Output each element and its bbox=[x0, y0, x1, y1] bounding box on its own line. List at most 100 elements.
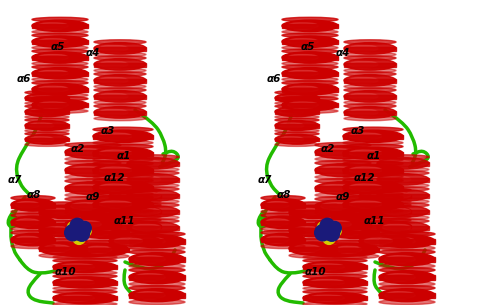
Ellipse shape bbox=[320, 167, 352, 174]
Text: α9: α9 bbox=[86, 192, 100, 202]
Ellipse shape bbox=[344, 91, 396, 102]
Ellipse shape bbox=[294, 226, 320, 234]
Ellipse shape bbox=[129, 231, 185, 236]
Ellipse shape bbox=[129, 246, 185, 251]
FancyBboxPatch shape bbox=[93, 135, 153, 139]
Ellipse shape bbox=[127, 187, 179, 191]
Ellipse shape bbox=[94, 107, 146, 118]
Ellipse shape bbox=[377, 219, 429, 223]
FancyBboxPatch shape bbox=[359, 210, 411, 213]
Ellipse shape bbox=[379, 285, 435, 291]
Circle shape bbox=[318, 222, 328, 233]
Text: α6: α6 bbox=[267, 74, 281, 84]
Ellipse shape bbox=[109, 206, 161, 217]
Ellipse shape bbox=[315, 178, 371, 184]
Ellipse shape bbox=[294, 208, 320, 216]
Ellipse shape bbox=[81, 206, 129, 210]
Ellipse shape bbox=[30, 95, 54, 101]
FancyBboxPatch shape bbox=[359, 239, 411, 243]
Ellipse shape bbox=[344, 56, 396, 60]
Ellipse shape bbox=[65, 174, 121, 180]
Ellipse shape bbox=[39, 202, 87, 207]
Ellipse shape bbox=[30, 109, 54, 115]
Text: α10: α10 bbox=[54, 267, 76, 277]
Ellipse shape bbox=[343, 161, 403, 166]
Ellipse shape bbox=[65, 164, 121, 177]
Ellipse shape bbox=[109, 191, 161, 201]
Ellipse shape bbox=[11, 233, 55, 246]
FancyBboxPatch shape bbox=[275, 97, 319, 100]
Ellipse shape bbox=[25, 104, 69, 108]
Ellipse shape bbox=[343, 178, 403, 183]
Ellipse shape bbox=[32, 109, 88, 113]
Ellipse shape bbox=[44, 226, 70, 234]
Ellipse shape bbox=[359, 206, 411, 217]
Ellipse shape bbox=[344, 116, 396, 121]
FancyBboxPatch shape bbox=[377, 226, 429, 230]
Ellipse shape bbox=[39, 205, 87, 218]
Ellipse shape bbox=[320, 221, 352, 228]
Ellipse shape bbox=[275, 120, 319, 131]
Ellipse shape bbox=[282, 36, 338, 47]
FancyBboxPatch shape bbox=[315, 186, 371, 191]
Ellipse shape bbox=[349, 150, 382, 157]
Ellipse shape bbox=[127, 174, 179, 185]
FancyBboxPatch shape bbox=[32, 103, 88, 107]
Ellipse shape bbox=[25, 115, 69, 119]
Text: α8: α8 bbox=[27, 190, 41, 200]
Ellipse shape bbox=[65, 218, 121, 231]
Ellipse shape bbox=[349, 201, 382, 208]
Ellipse shape bbox=[94, 84, 146, 89]
Ellipse shape bbox=[344, 100, 396, 105]
Ellipse shape bbox=[38, 86, 68, 92]
FancyBboxPatch shape bbox=[65, 186, 121, 191]
Text: α5: α5 bbox=[50, 42, 64, 52]
Ellipse shape bbox=[93, 157, 153, 162]
Ellipse shape bbox=[336, 246, 362, 253]
Ellipse shape bbox=[134, 291, 166, 299]
Ellipse shape bbox=[127, 183, 179, 188]
Ellipse shape bbox=[359, 199, 411, 204]
Ellipse shape bbox=[132, 160, 161, 167]
Ellipse shape bbox=[127, 203, 179, 207]
Ellipse shape bbox=[32, 68, 88, 79]
FancyBboxPatch shape bbox=[127, 162, 179, 166]
FancyBboxPatch shape bbox=[39, 210, 87, 215]
Ellipse shape bbox=[94, 43, 146, 54]
Ellipse shape bbox=[288, 102, 318, 108]
Ellipse shape bbox=[344, 59, 396, 70]
FancyBboxPatch shape bbox=[94, 111, 146, 115]
Ellipse shape bbox=[65, 200, 121, 213]
Ellipse shape bbox=[343, 130, 403, 142]
Circle shape bbox=[328, 221, 341, 235]
Ellipse shape bbox=[81, 223, 129, 228]
FancyBboxPatch shape bbox=[127, 194, 179, 198]
Ellipse shape bbox=[364, 193, 393, 199]
FancyBboxPatch shape bbox=[129, 257, 185, 262]
Ellipse shape bbox=[25, 101, 69, 105]
Ellipse shape bbox=[93, 140, 153, 145]
Ellipse shape bbox=[81, 219, 129, 224]
Circle shape bbox=[70, 218, 84, 233]
Ellipse shape bbox=[93, 130, 153, 142]
Ellipse shape bbox=[129, 267, 185, 273]
FancyBboxPatch shape bbox=[65, 222, 121, 227]
Ellipse shape bbox=[261, 216, 305, 228]
Text: α10: α10 bbox=[304, 267, 326, 277]
Ellipse shape bbox=[349, 45, 378, 52]
Ellipse shape bbox=[294, 245, 320, 252]
Ellipse shape bbox=[70, 167, 102, 174]
Ellipse shape bbox=[344, 52, 396, 57]
Ellipse shape bbox=[94, 56, 146, 60]
Ellipse shape bbox=[60, 264, 94, 270]
Ellipse shape bbox=[359, 218, 411, 222]
Ellipse shape bbox=[343, 208, 403, 213]
Ellipse shape bbox=[331, 223, 379, 228]
Ellipse shape bbox=[336, 229, 362, 236]
Ellipse shape bbox=[53, 258, 117, 263]
Ellipse shape bbox=[65, 196, 121, 202]
Ellipse shape bbox=[93, 127, 153, 132]
Ellipse shape bbox=[359, 235, 411, 246]
FancyBboxPatch shape bbox=[343, 135, 403, 139]
FancyBboxPatch shape bbox=[282, 56, 338, 60]
